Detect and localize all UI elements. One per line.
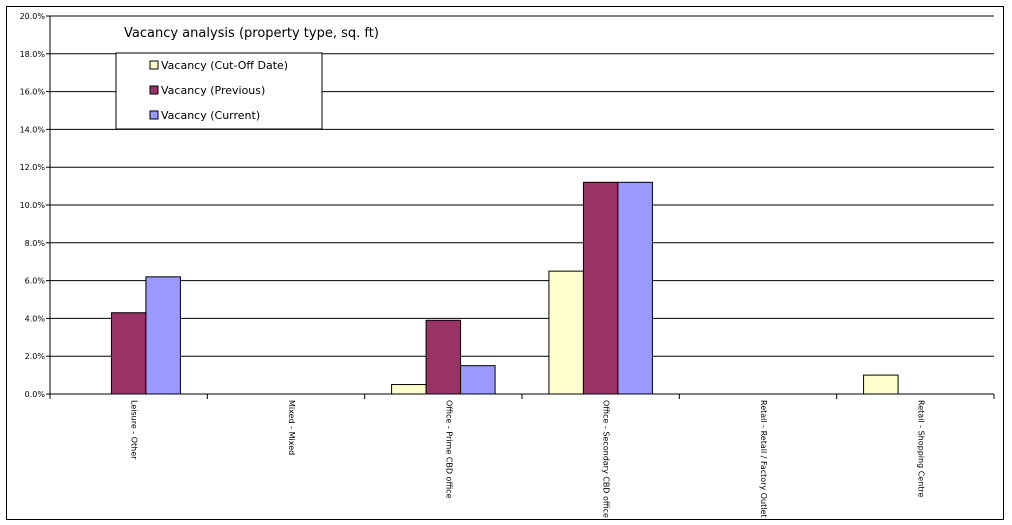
legend: Vacancy (Cut-Off Date) Vacancy (Previous)… (115, 52, 323, 130)
y-tick-label: 2.0% (25, 352, 46, 361)
y-tick-label: 4.0% (25, 314, 46, 323)
category-label: Leisure - Other (130, 400, 139, 460)
category-label: Office - Secondary CBD office (602, 400, 611, 518)
y-tick-label: 6.0% (25, 277, 46, 286)
y-tick-label: 10.0% (20, 201, 46, 210)
axes (49, 16, 995, 399)
y-tick-label: 14.0% (20, 125, 46, 134)
bars (110, 181, 899, 395)
category-label: Retail - Retail / Factory Outlet (759, 400, 768, 518)
y-tick-label: 12.0% (20, 163, 46, 172)
bar (617, 181, 653, 395)
legend-swatch (149, 110, 159, 120)
bar (145, 276, 181, 395)
legend-swatch (149, 85, 159, 95)
category-label: Office - Prime CBD office (444, 400, 453, 499)
y-tick-label: 16.0% (20, 88, 46, 97)
y-tick-label: 8.0% (25, 239, 46, 248)
bar (548, 270, 584, 395)
bar (863, 374, 899, 395)
y-tick-label: 20.0% (20, 12, 46, 21)
bar (425, 319, 462, 395)
legend-label: Vacancy (Cut-Off Date) (161, 59, 288, 72)
bar (391, 384, 427, 395)
legend-label: Vacancy (Current) (161, 109, 260, 122)
bar (582, 181, 619, 395)
category-label: Mixed - Mixed (287, 400, 296, 455)
bar (110, 312, 147, 395)
y-tick-label: 0.0% (25, 390, 46, 399)
legend-swatch (149, 60, 159, 70)
category-label: Retail - Shopping Centre (916, 400, 925, 498)
bar (460, 365, 496, 395)
y-tick-label: 18.0% (20, 50, 46, 59)
category-labels: Leisure - Other Mixed - Mixed Office - Pri… (130, 400, 926, 518)
legend-label: Vacancy (Previous) (161, 84, 265, 97)
chart-title: Vacancy analysis (property type, sq. ft) (124, 26, 379, 41)
y-tick-labels: 0.0% 2.0% 4.0% 6.0% 8.0% 10.0% 12.0% 14.0% 16.0%… (20, 12, 46, 399)
